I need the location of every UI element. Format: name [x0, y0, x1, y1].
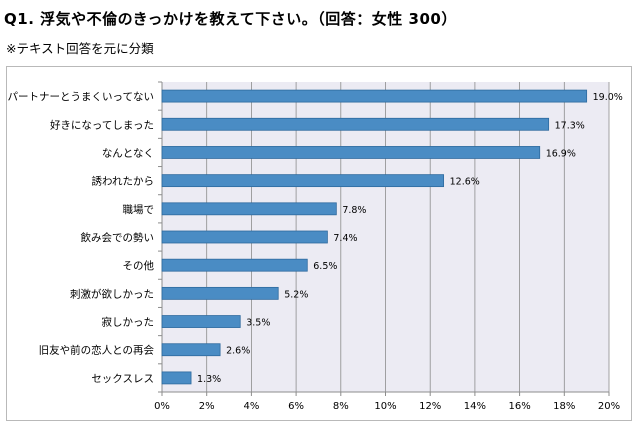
x-tick-label: 14%: [464, 401, 486, 412]
category-label: セックスレス: [91, 373, 154, 385]
value-label: 19.0%: [593, 92, 623, 103]
category-label: その他: [123, 259, 155, 272]
page-title: Q1. 浮気や不倫のきっかけを教えて下さい。（回答：女性 300）: [4, 10, 457, 28]
value-label: 12.6%: [450, 177, 480, 188]
category-label: 好きになってしまった: [50, 119, 154, 131]
value-label: 16.9%: [546, 148, 576, 159]
value-label: 2.6%: [226, 346, 250, 357]
x-tick-label: 6%: [288, 401, 304, 412]
x-tick-label: 2%: [199, 401, 215, 412]
bar: [161, 230, 328, 244]
bar: [161, 89, 588, 103]
x-tick-label: 12%: [419, 401, 441, 412]
value-label: 7.8%: [342, 205, 366, 216]
x-tick-label: 4%: [243, 401, 259, 412]
value-label: 7.4%: [333, 233, 357, 244]
bar: [161, 146, 541, 159]
bar: [161, 315, 241, 328]
value-label: 6.5%: [313, 261, 337, 272]
bar: [161, 258, 308, 272]
category-label: パートナーとうまくいってない: [8, 91, 154, 103]
value-label: 1.3%: [197, 374, 221, 385]
category-label: 旧友や前の恋人との再会: [39, 344, 155, 357]
category-label: 寂しかった: [102, 316, 155, 329]
x-tick-label: 10%: [374, 401, 396, 412]
x-tick-label: 8%: [333, 401, 349, 412]
x-tick-label: 20%: [598, 401, 620, 412]
x-tick-label: 16%: [508, 401, 530, 412]
bar: [161, 202, 337, 216]
value-label: 3.5%: [246, 318, 270, 329]
bar: [161, 343, 221, 357]
category-label: なんとなく: [102, 147, 154, 159]
bar: [161, 174, 445, 188]
x-tick-label: 0%: [154, 401, 170, 412]
category-label: 刺激が欲しかった: [70, 287, 154, 300]
x-tick-label: 18%: [553, 401, 575, 412]
value-label: 17.3%: [555, 120, 585, 131]
category-label: 職場で: [123, 203, 155, 216]
bar: [161, 286, 279, 300]
value-label: 5.2%: [284, 289, 308, 300]
bar: [161, 371, 192, 385]
category-label: 飲み会での勢い: [81, 231, 155, 244]
page-subtitle: ※テキスト回答を元に分類: [6, 41, 154, 56]
category-label: 誘われたから: [92, 175, 154, 188]
bar: [161, 117, 550, 131]
